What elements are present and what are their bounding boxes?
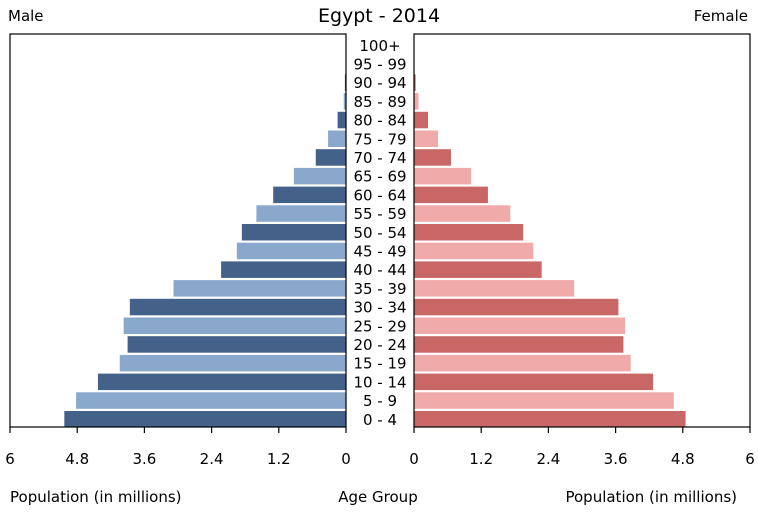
male-bar-5 (328, 130, 346, 147)
female-bar-19 (414, 392, 674, 409)
female-bar-10 (414, 224, 524, 241)
female-bar-17 (414, 354, 631, 372)
male-bar-17 (119, 354, 346, 372)
female-tick-label: 1.2 (469, 450, 493, 468)
age-group-label: 30 - 34 (353, 299, 406, 317)
age-group-label: 100+ (359, 37, 400, 55)
male-plot-frame (9, 33, 347, 428)
male-bar-18 (97, 373, 346, 391)
age-group-label: 95 - 99 (353, 55, 406, 73)
male-axis-ticks: 6 4.8 3.6 2.4 1.2 0 (5, 427, 351, 468)
male-bar-14 (129, 298, 346, 316)
age-group-label: 70 - 74 (353, 149, 406, 167)
age-group-label: 10 - 14 (353, 373, 406, 391)
female-tick-label: 6 (745, 450, 755, 468)
male-tick-label: 1.2 (267, 450, 291, 468)
male-bar-4 (337, 111, 346, 129)
male-bar-9 (256, 205, 346, 222)
age-group-label: 25 - 29 (353, 317, 406, 335)
female-bars (414, 55, 686, 428)
age-group-axis-label: Age Group (338, 488, 417, 506)
age-group-label: 0 - 4 (363, 411, 397, 429)
male-axis-label: Population (in millions) (10, 488, 182, 506)
age-group-label: 55 - 59 (353, 205, 406, 223)
age-group-label: 50 - 54 (353, 224, 406, 242)
male-bar-19 (76, 392, 346, 409)
male-tick-label: 4.8 (65, 450, 89, 468)
female-bar-3 (414, 93, 419, 110)
age-group-label: 20 - 24 (353, 336, 406, 354)
female-bar-12 (414, 261, 542, 278)
female-tick-label: 3.6 (604, 450, 628, 468)
age-group-label: 45 - 49 (353, 242, 406, 260)
male-bar-10 (241, 224, 346, 241)
age-group-label: 5 - 9 (363, 392, 397, 410)
male-bar-15 (123, 317, 347, 334)
age-group-label: 35 - 39 (353, 280, 406, 298)
age-group-label: 75 - 79 (353, 130, 406, 148)
male-bar-7 (293, 167, 346, 185)
male-bar-6 (315, 149, 346, 166)
male-tick-label: 0 (341, 450, 351, 468)
male-tick-label: 6 (5, 450, 15, 468)
age-group-label: 65 - 69 (353, 168, 406, 186)
female-bar-5 (414, 130, 439, 147)
female-bar-14 (414, 298, 619, 316)
age-group-label: 80 - 84 (353, 112, 406, 130)
female-bar-7 (414, 167, 472, 185)
female-bar-4 (414, 111, 428, 129)
female-plot-frame (413, 33, 751, 428)
male-bar-3 (343, 93, 346, 110)
male-bar-8 (273, 186, 346, 204)
age-group-label: 40 - 44 (353, 261, 406, 279)
female-bar-8 (414, 186, 488, 204)
female-label: Female (694, 7, 748, 25)
male-tick-label: 2.4 (200, 450, 224, 468)
female-bar-15 (414, 317, 626, 334)
female-bar-2 (414, 74, 416, 91)
age-group-label: 60 - 64 (353, 186, 406, 204)
female-tick-label: 0 (409, 450, 419, 468)
female-bar-13 (414, 280, 575, 297)
female-bar-6 (414, 149, 451, 166)
male-bar-16 (127, 336, 346, 353)
female-tick-label: 4.8 (671, 450, 695, 468)
male-bars (64, 55, 347, 428)
female-tick-label: 2.4 (536, 450, 560, 468)
female-axis-label: Population (in millions) (565, 488, 737, 506)
female-bar-20 (414, 411, 686, 428)
male-bar-13 (173, 280, 346, 297)
age-group-label: 15 - 19 (353, 355, 406, 373)
age-group-label: 85 - 89 (353, 93, 406, 111)
male-bar-11 (236, 242, 346, 260)
female-bar-16 (414, 336, 624, 353)
male-bar-20 (64, 411, 346, 428)
female-bar-9 (414, 205, 511, 222)
chart-title: Egypt - 2014 (318, 5, 440, 27)
female-bar-18 (414, 373, 654, 391)
male-tick-label: 3.6 (132, 450, 156, 468)
age-group-label: 90 - 94 (353, 74, 406, 92)
female-bar-11 (414, 242, 534, 260)
male-label: Male (8, 7, 44, 25)
male-bar-12 (221, 261, 346, 278)
female-axis-ticks: 0 1.2 2.4 3.6 4.8 6 (409, 427, 755, 468)
